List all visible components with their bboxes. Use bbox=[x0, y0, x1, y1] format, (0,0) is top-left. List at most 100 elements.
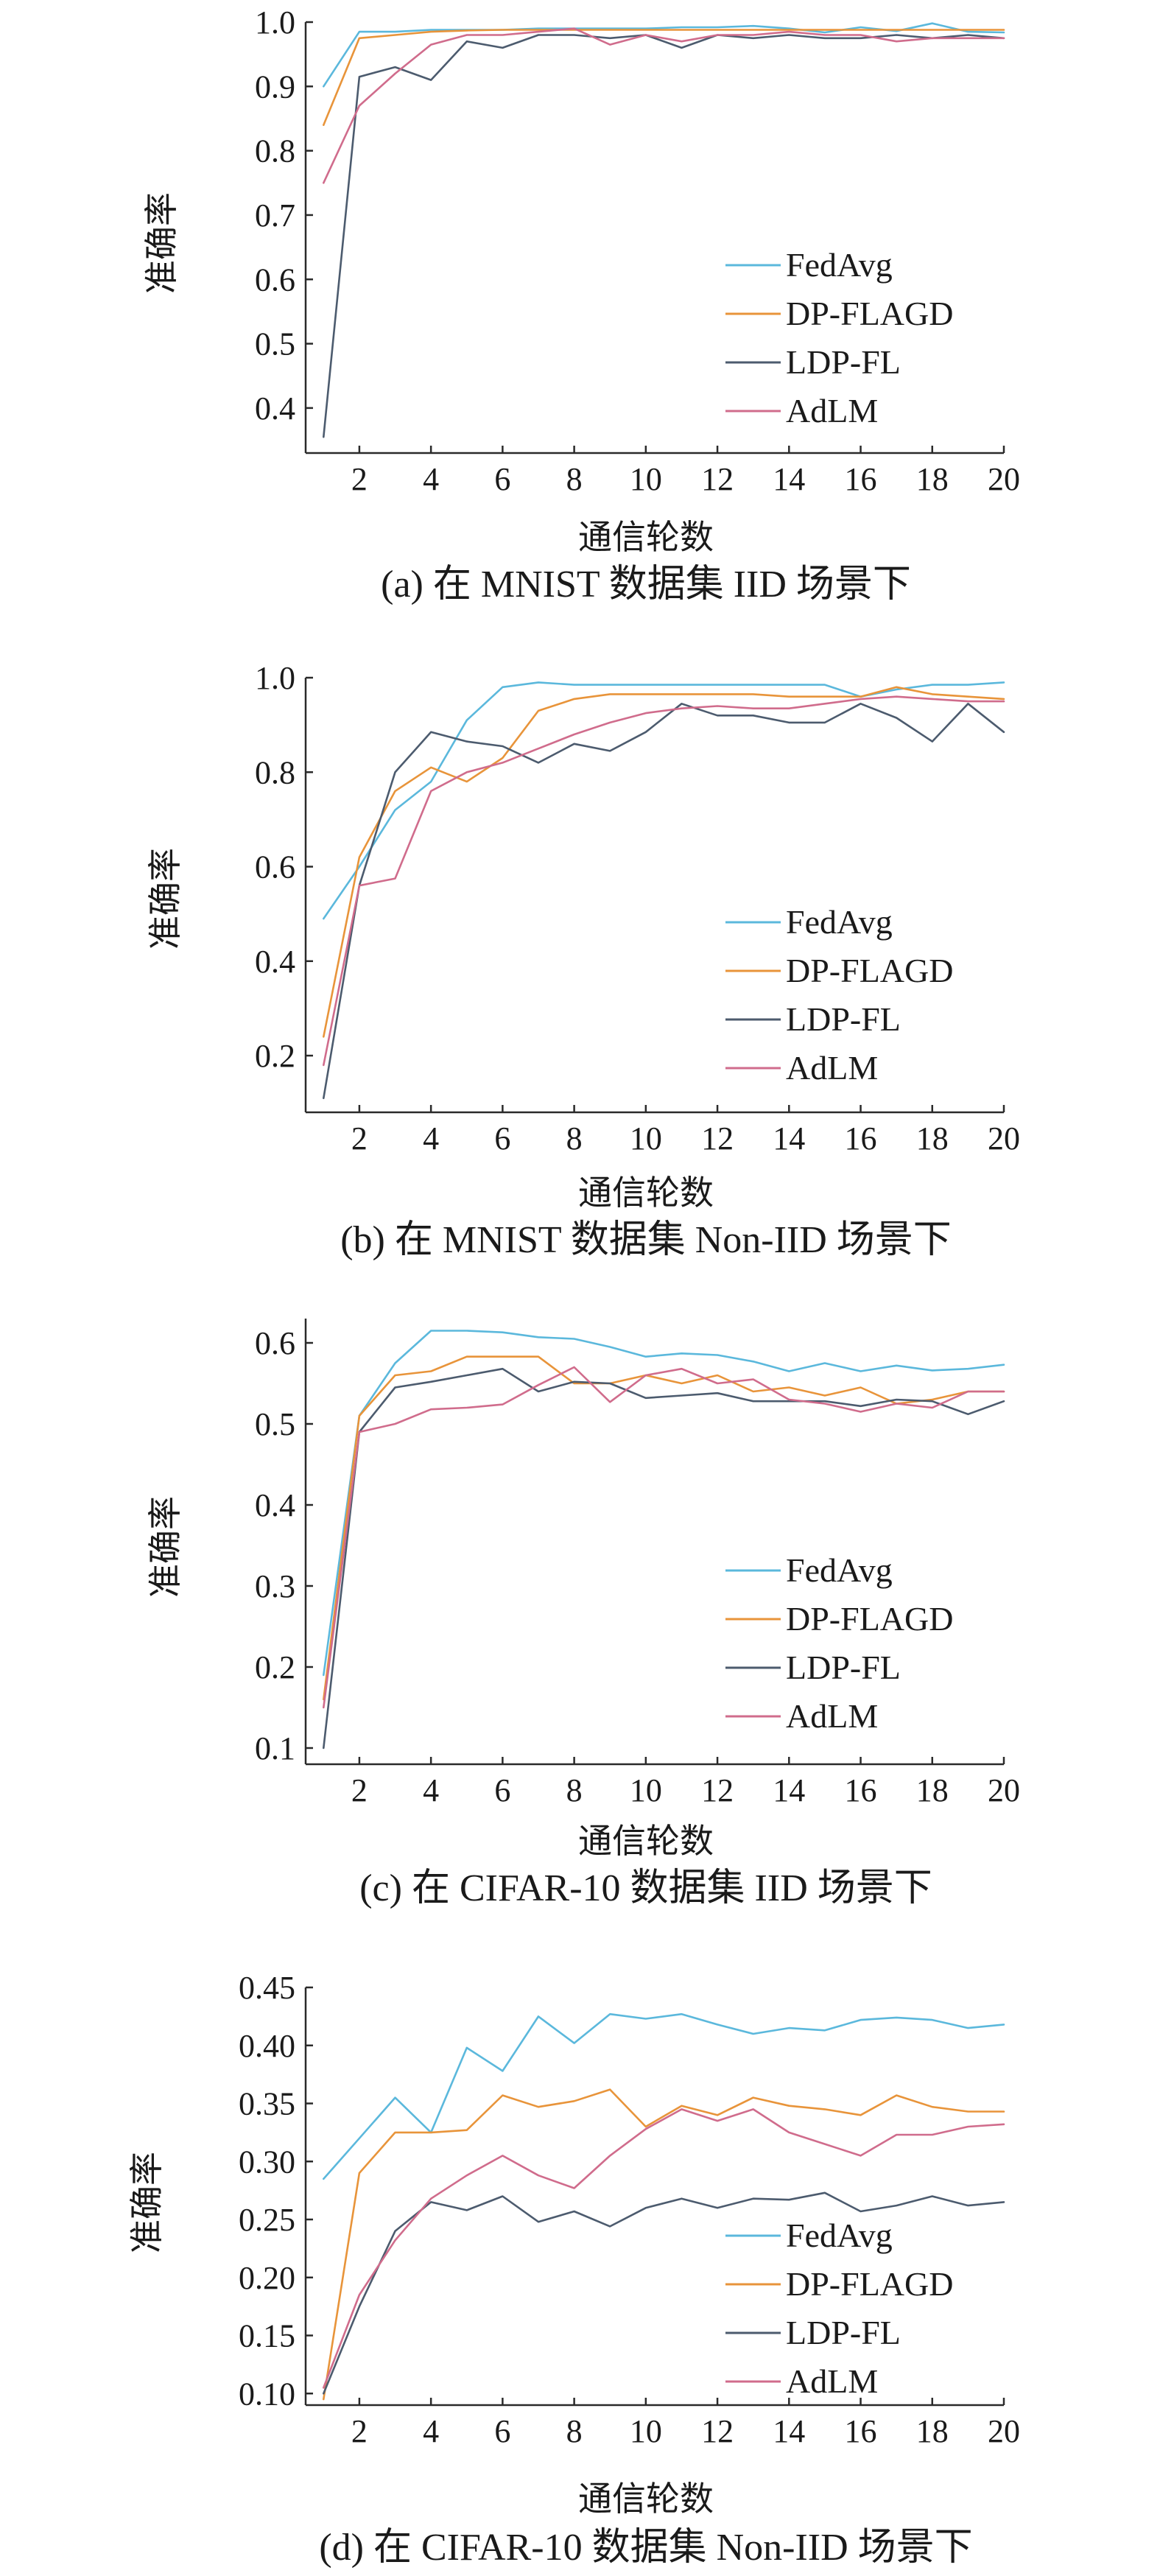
x-tick-label: 16 bbox=[845, 461, 877, 497]
panel-a: 2 4 6 8 10 12 14 16 18 20 0.4 0.5 0.6 0.7 0.8 0.9 1.0 准确… bbox=[141, 4, 1020, 606]
panel-d-axes: 2 4 6 8 10 12 14 16 18 20 0.10 0.15 0.20 0.25 0.30 0.35… bbox=[239, 1970, 1020, 2449]
x-tick-label: 2 bbox=[351, 1772, 368, 1808]
x-tick-label: 2 bbox=[351, 1120, 368, 1157]
x-tick-label: 12 bbox=[701, 1120, 734, 1157]
y-tick-label: 0.15 bbox=[239, 2318, 295, 2354]
x-tick-label: 14 bbox=[773, 2413, 805, 2449]
x-tick-label: 16 bbox=[845, 1120, 877, 1157]
panel-c-axes: 2 4 6 8 10 12 14 16 18 20 0.1 0.2 0.3 0.4 0.5 0.6 bbox=[255, 1319, 1020, 1808]
x-tick-label: 16 bbox=[845, 1772, 877, 1808]
y-tick-label: 0.10 bbox=[239, 2376, 295, 2412]
y-tick-label: 0.35 bbox=[239, 2086, 295, 2122]
panel-b-x-axis-title: 通信轮数 bbox=[578, 1173, 714, 1212]
series-line-dp-flagd bbox=[322, 1355, 1005, 1701]
y-tick-label: 0.30 bbox=[239, 2144, 295, 2180]
y-tick-label: 0.9 bbox=[255, 69, 295, 105]
y-tick-label: 0.4 bbox=[255, 1487, 295, 1523]
series-line-ldp-fl bbox=[322, 34, 1005, 438]
panel-a-lines bbox=[322, 22, 1005, 438]
x-tick-label: 18 bbox=[916, 2413, 949, 2449]
y-tick-label: 0.8 bbox=[255, 133, 295, 169]
y-tick-label: 0.2 bbox=[255, 1038, 295, 1074]
x-tick-label: 10 bbox=[630, 1772, 662, 1808]
panel-c: 2 4 6 8 10 12 14 16 18 20 0.1 0.2 0.3 0.4 0.5 0.6 准确率 通… bbox=[145, 1319, 1020, 1909]
panel-c-y-axis-title: 准确率 bbox=[145, 1496, 185, 1598]
x-tick-label: 10 bbox=[630, 1120, 662, 1157]
legend-label-adlm: AdLM bbox=[786, 2362, 878, 2400]
x-tick-label: 10 bbox=[630, 461, 662, 497]
x-tick-label: 8 bbox=[566, 1772, 583, 1808]
x-tick-label: 4 bbox=[423, 1772, 439, 1808]
panel-b-axes: 2 4 6 8 10 12 14 16 18 20 0.2 0.4 0.6 0.8 1.0 bbox=[255, 660, 1020, 1157]
panel-b-legend: FedAvg DP-FLAGD LDP-FL AdLM bbox=[725, 903, 953, 1087]
x-tick-label: 8 bbox=[566, 1120, 583, 1157]
x-tick-label: 4 bbox=[423, 2413, 439, 2449]
series-line-dp-flagd bbox=[322, 29, 1005, 126]
x-tick-label: 8 bbox=[566, 461, 583, 497]
x-tick-label: 12 bbox=[701, 2413, 734, 2449]
series-line-ldp-fl bbox=[322, 702, 1005, 1100]
series-line-dp-flagd bbox=[322, 2088, 1005, 2401]
panel-a-y-axis-title: 准确率 bbox=[141, 192, 181, 294]
panel-b-caption: (b) 在 MNIST 数据集 Non-IID 场景下 bbox=[340, 1219, 952, 1261]
x-tick-label: 12 bbox=[701, 461, 734, 497]
panel-a-x-axis-title: 通信轮数 bbox=[578, 517, 714, 557]
y-tick-label: 0.6 bbox=[255, 849, 295, 885]
series-line-fedavg bbox=[322, 681, 1005, 920]
legend-label-ldp-fl: LDP-FL bbox=[786, 1649, 901, 1686]
series-line-adlm bbox=[322, 27, 1005, 184]
x-tick-label: 18 bbox=[916, 1772, 949, 1808]
y-tick-label: 0.40 bbox=[239, 2028, 295, 2064]
legend-label-dp-flagd: DP-FLAGD bbox=[786, 952, 953, 989]
series-line-dp-flagd bbox=[322, 686, 1005, 1038]
series-line-adlm bbox=[322, 1366, 1005, 1709]
panel-c-lines bbox=[322, 1330, 1005, 1749]
x-tick-label: 20 bbox=[988, 461, 1020, 497]
y-tick-label: 0.5 bbox=[255, 326, 295, 362]
legend-label-ldp-fl: LDP-FL bbox=[786, 343, 901, 381]
x-tick-label: 20 bbox=[988, 2413, 1020, 2449]
legend-label-dp-flagd: DP-FLAGD bbox=[786, 1600, 953, 1638]
panel-d: 2 4 6 8 10 12 14 16 18 20 0.10 0.15 0.20 0.25 0.30 0.35… bbox=[127, 1970, 1020, 2569]
panel-d-caption: (d) 在 CIFAR-10 数据集 Non-IID 场景下 bbox=[319, 2527, 972, 2569]
x-tick-label: 4 bbox=[423, 461, 439, 497]
legend-label-fedavg: FedAvg bbox=[786, 903, 893, 941]
panel-c-legend: FedAvg DP-FLAGD LDP-FL AdLM bbox=[725, 1551, 953, 1735]
x-tick-label: 18 bbox=[916, 461, 949, 497]
y-tick-label: 0.25 bbox=[239, 2202, 295, 2238]
panel-b-lines bbox=[322, 681, 1005, 1100]
legend-label-ldp-fl: LDP-FL bbox=[786, 1000, 901, 1038]
y-tick-label: 0.45 bbox=[239, 1970, 295, 2006]
panel-b-y-axis-title: 准确率 bbox=[145, 848, 185, 950]
panel-a-axes: 2 4 6 8 10 12 14 16 18 20 0.4 0.5 0.6 0.7 0.8 0.9 1.0 bbox=[255, 4, 1020, 497]
legend-label-adlm: AdLM bbox=[786, 392, 878, 429]
y-tick-label: 0.7 bbox=[255, 197, 295, 234]
legend-label-fedavg: FedAvg bbox=[786, 1551, 893, 1589]
panel-d-legend: FedAvg DP-FLAGD LDP-FL AdLM bbox=[725, 2217, 953, 2400]
x-tick-label: 6 bbox=[494, 2413, 510, 2449]
y-tick-label: 0.3 bbox=[255, 1568, 295, 1604]
x-tick-label: 16 bbox=[845, 2413, 877, 2449]
y-tick-label: 1.0 bbox=[255, 4, 295, 41]
legend-label-fedavg: FedAvg bbox=[786, 2217, 893, 2254]
y-tick-label: 0.2 bbox=[255, 1649, 295, 1685]
x-tick-label: 4 bbox=[423, 1120, 439, 1157]
series-line-adlm bbox=[322, 2108, 1005, 2389]
series-line-ldp-fl bbox=[322, 2191, 1005, 2395]
panel-d-lines bbox=[322, 2012, 1005, 2401]
x-tick-label: 2 bbox=[351, 2413, 368, 2449]
x-tick-label: 6 bbox=[494, 1772, 510, 1808]
panel-a-legend: FedAvg DP-FLAGD LDP-FL AdLM bbox=[725, 246, 953, 429]
x-tick-label: 14 bbox=[773, 1120, 805, 1157]
legend-label-fedavg: FedAvg bbox=[786, 246, 893, 284]
panel-d-x-axis-title: 通信轮数 bbox=[578, 2479, 714, 2519]
y-tick-label: 0.4 bbox=[255, 390, 295, 427]
x-tick-label: 14 bbox=[773, 461, 805, 497]
x-tick-label: 10 bbox=[630, 2413, 662, 2449]
panel-b: 2 4 6 8 10 12 14 16 18 20 0.2 0.4 0.6 0.8 1.0 准确率 通信轮数… bbox=[145, 660, 1020, 1261]
y-tick-label: 0.5 bbox=[255, 1406, 295, 1442]
legend-label-ldp-fl: LDP-FL bbox=[786, 2314, 901, 2351]
x-tick-label: 14 bbox=[773, 1772, 805, 1808]
y-tick-label: 0.1 bbox=[255, 1730, 295, 1766]
